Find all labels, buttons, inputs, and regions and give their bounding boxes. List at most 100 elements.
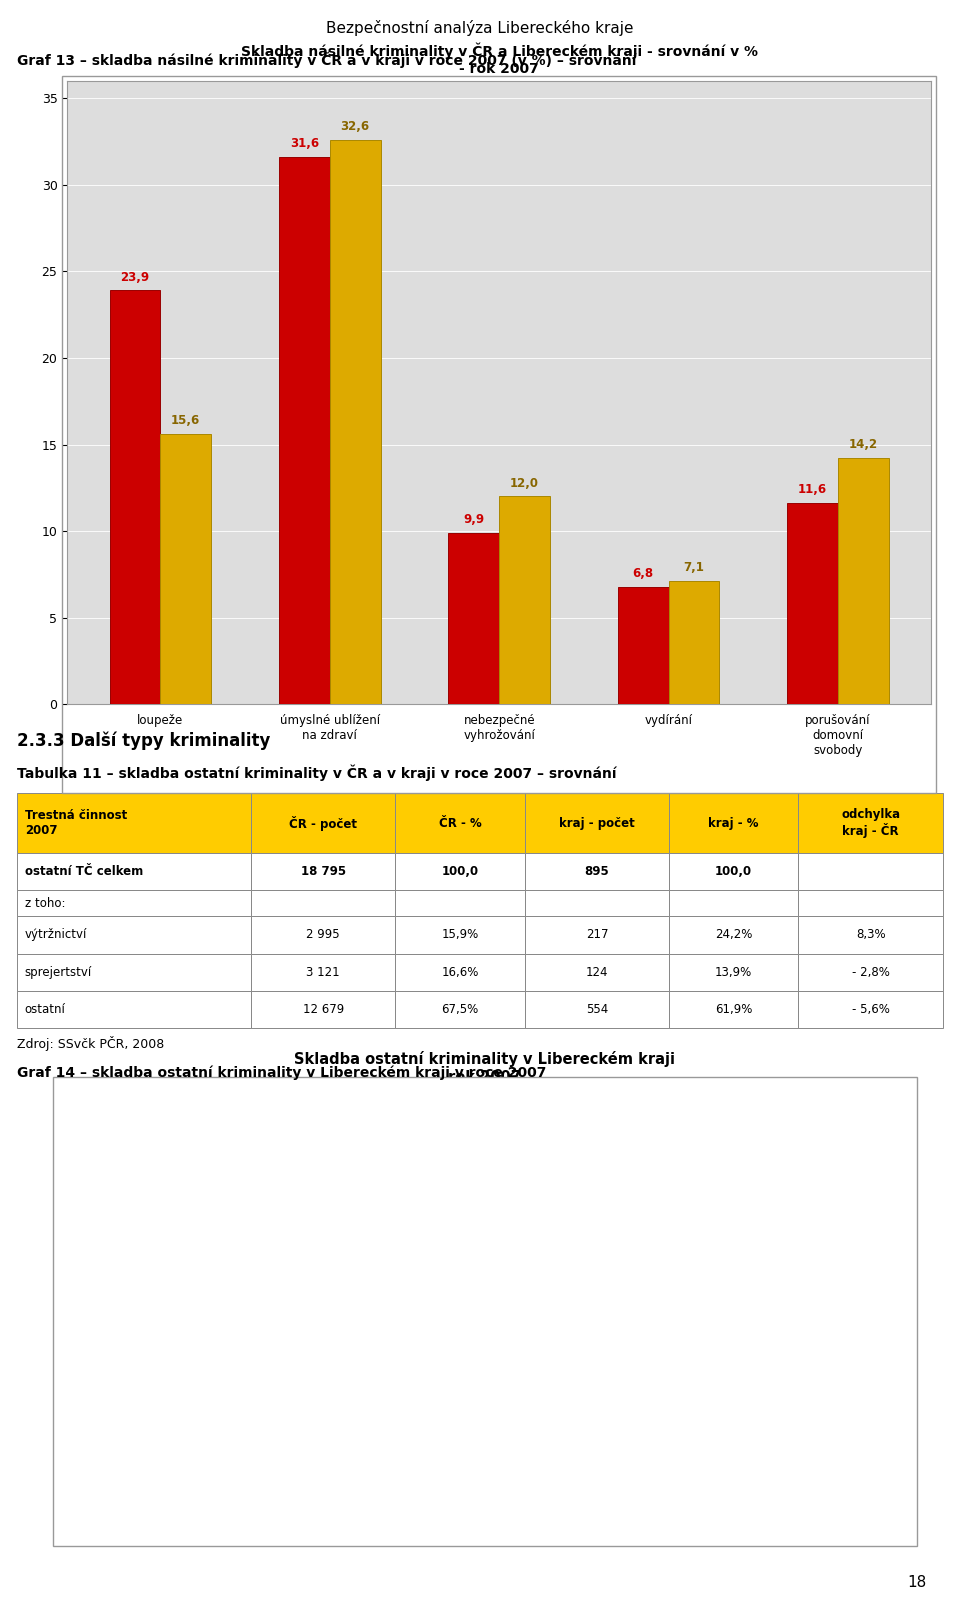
Text: 11,6: 11,6 [798,484,828,497]
Title: Skladba násilné kriminality v ČR a Libereckém kraji - srovnání v %
- rok 2007: Skladba násilné kriminality v ČR a Liber… [241,44,757,76]
Text: Graf 13 – skladba násilné kriminality v ČR a v kraji v roce 2007 (v %) – srovnán: Graf 13 – skladba násilné kriminality v … [17,52,636,68]
Text: 32,6: 32,6 [341,120,370,133]
Text: 13,9%: 13,9% [715,965,753,978]
Text: 7,1: 7,1 [684,562,705,575]
Text: 124: 124 [586,965,609,978]
Bar [396,991,525,1028]
Bar [17,793,252,853]
Wedge shape [491,1153,655,1316]
Bar [448,533,499,704]
Bar [252,991,396,1028]
Text: kraj - počet: kraj - počet [559,816,635,829]
Text: 67,5%: 67,5% [442,1002,479,1017]
Text: 12 679: 12 679 [302,1002,344,1017]
Text: 2.3.3 Další typy kriminality: 2.3.3 Další typy kriminality [17,732,271,750]
Bar [799,853,943,890]
Bar [799,793,943,853]
Bar [799,916,943,954]
Bar [396,890,525,916]
Bar [330,139,380,704]
Text: 23,9: 23,9 [120,270,150,283]
Text: 18: 18 [907,1575,926,1590]
Text: sprejertství: sprejertství [25,965,92,978]
Bar [396,954,525,991]
Text: 6,8: 6,8 [633,567,654,580]
Text: ČR - počet: ČR - počet [289,816,357,831]
Bar [618,586,668,704]
Text: ostatní: ostatní [25,1002,65,1017]
Bar [525,916,669,954]
Text: kraj - %: kraj - % [708,816,759,829]
Text: 14,2: 14,2 [849,439,878,452]
Text: 217: 217 [586,928,609,941]
Bar [499,497,550,704]
Bar [396,853,525,890]
Text: Graf 14 – skladba ostatní kriminality v Libereckém kraji v roce 2007: Graf 14 – skladba ostatní kriminality v … [17,1065,546,1080]
Bar [252,853,396,890]
Bar [252,916,396,954]
Text: výtržnictví: výtržnictví [25,928,87,941]
Bar [525,890,669,916]
Text: 100,0: 100,0 [715,865,753,877]
Bar [17,991,252,1028]
Bar [799,954,943,991]
Title: Skladba ostatní kriminality v Libereckém kraji
rok 2007: Skladba ostatní kriminality v Libereckém… [295,1051,675,1085]
Text: ostatní
61,9%: ostatní 61,9% [245,1287,330,1379]
Bar [396,793,525,853]
Text: Tabulka 11 – skladba ostatní kriminality v ČR a v kraji v roce 2007 – srovnání: Tabulka 11 – skladba ostatní kriminality… [17,764,616,780]
Bar [787,504,838,704]
Bar [17,916,252,954]
Text: 895: 895 [585,865,610,877]
Text: - 2,8%: - 2,8% [852,965,890,978]
Text: 12,0: 12,0 [510,476,540,489]
Text: 3 121: 3 121 [306,965,340,978]
Bar [668,581,719,704]
Text: Zdroj: SSvčk PČR, 2008: Zdroj: SSvčk PČR, 2008 [17,1036,164,1051]
Wedge shape [497,1319,660,1447]
Text: 15,6: 15,6 [171,414,201,427]
Bar [160,434,211,704]
Bar [669,890,799,916]
Bar [669,793,799,853]
Bar [799,890,943,916]
Bar [252,793,396,853]
Text: 8,3%: 8,3% [855,928,885,941]
Text: 18 795: 18 795 [300,865,346,877]
Text: 9,9: 9,9 [464,513,485,526]
Bar [525,954,669,991]
Bar [252,890,396,916]
Text: 15,9%: 15,9% [442,928,479,941]
Legend: ČR, Liberecký kraj: ČR, Liberecký kraj [405,908,593,934]
Text: - 5,6%: - 5,6% [852,1002,890,1017]
Bar [17,954,252,991]
Text: z toho:: z toho: [25,897,65,910]
Text: Trestná činnost
2007: Trestná činnost 2007 [25,810,127,837]
Bar [669,916,799,954]
Text: 31,6: 31,6 [290,138,319,151]
Bar [669,853,799,890]
Text: ČR - %: ČR - % [439,816,482,829]
Text: 24,2%: 24,2% [715,928,753,941]
Bar [838,458,889,704]
Bar [525,793,669,853]
Wedge shape [321,1159,596,1486]
Bar [525,991,669,1028]
Bar [669,954,799,991]
Bar [279,157,330,704]
Bar [17,853,252,890]
Text: Bezpečnostní analýza Libereckého kraje: Bezpečnostní analýza Libereckého kraje [326,19,634,36]
Text: 61,9%: 61,9% [715,1002,753,1017]
Text: sprejertství
13,9%: sprejertství 13,9% [642,1391,712,1472]
Bar [799,991,943,1028]
Bar [252,954,396,991]
Bar [669,991,799,1028]
Text: 2 995: 2 995 [306,928,340,941]
Text: 554: 554 [586,1002,608,1017]
Text: 100,0: 100,0 [442,865,479,877]
Text: odchylka
kraj - ČR: odchylka kraj - ČR [841,808,900,839]
Bar [396,916,525,954]
Bar [525,853,669,890]
Text: 16,6%: 16,6% [442,965,479,978]
Bar [17,890,252,916]
Text: ostatní TČ celkem: ostatní TČ celkem [25,865,143,877]
